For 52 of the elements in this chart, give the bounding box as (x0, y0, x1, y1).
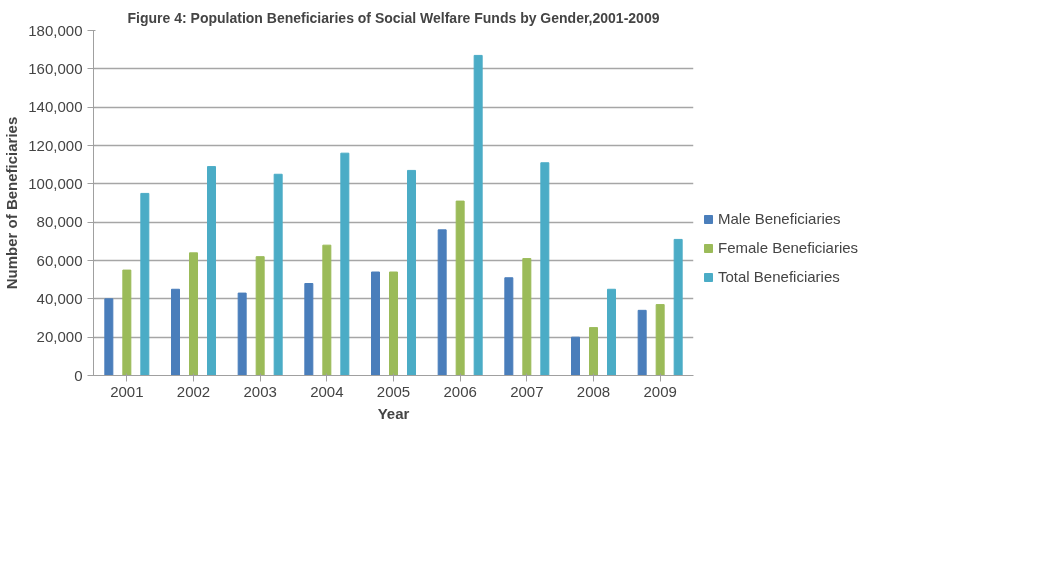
bar (140, 192, 150, 376)
x-tick-label: 2006 (443, 382, 477, 400)
bar (540, 162, 550, 376)
bar (255, 256, 265, 376)
bar (189, 252, 198, 376)
x-tick-label: 2008 (576, 382, 611, 400)
bar (371, 271, 380, 376)
y-axis-title: Number of Beneficiaries (3, 116, 21, 290)
legend-label: Female Beneficiaries (718, 239, 859, 256)
y-tick-label: 100,000 (28, 174, 83, 192)
bar (104, 298, 114, 376)
bar (122, 269, 132, 376)
bar (389, 271, 398, 376)
bar (237, 292, 247, 376)
y-tick-label: 120,000 (28, 136, 83, 154)
bar (637, 309, 647, 376)
bar (322, 244, 332, 376)
bar (607, 288, 616, 376)
y-tick-label: 80,000 (36, 213, 83, 231)
x-tick-label: 2005 (376, 382, 411, 400)
y-tick-label: 0 (74, 366, 83, 384)
legend-label: Total Beneficiaries (718, 268, 840, 285)
bar (171, 288, 180, 376)
chart-title: Figure 4: Population Beneficiaries of Social Welfare Funds by Gender,2001-2009 (127, 9, 660, 26)
y-tick-label: 40,000 (36, 289, 83, 307)
bar (273, 173, 283, 376)
bar (455, 200, 465, 376)
bar (340, 152, 350, 376)
x-tick-label: 2004 (310, 382, 344, 400)
x-axis-title: Year (377, 404, 410, 422)
bar (655, 304, 665, 376)
bar (673, 238, 683, 376)
bar (473, 54, 483, 376)
x-tick-label: 2009 (643, 382, 677, 400)
y-tick-label: 180,000 (28, 21, 83, 39)
bar (437, 229, 447, 376)
bar (207, 166, 216, 376)
bar (407, 169, 416, 376)
bar (522, 258, 532, 376)
x-tick-label: 2002 (176, 382, 211, 400)
bar (304, 283, 314, 376)
y-tick-label: 60,000 (36, 251, 83, 269)
bar (571, 336, 580, 376)
bar (589, 327, 598, 376)
x-tick-label: 2001 (110, 382, 144, 400)
x-tick-label: 2003 (243, 382, 277, 400)
y-tick-label: 20,000 (36, 328, 83, 346)
x-tick-label: 2007 (510, 382, 544, 400)
bar (504, 277, 514, 376)
y-tick-label: 140,000 (28, 98, 83, 116)
y-tick-label: 160,000 (28, 59, 83, 77)
legend-label: Male Beneficiaries (718, 210, 841, 227)
